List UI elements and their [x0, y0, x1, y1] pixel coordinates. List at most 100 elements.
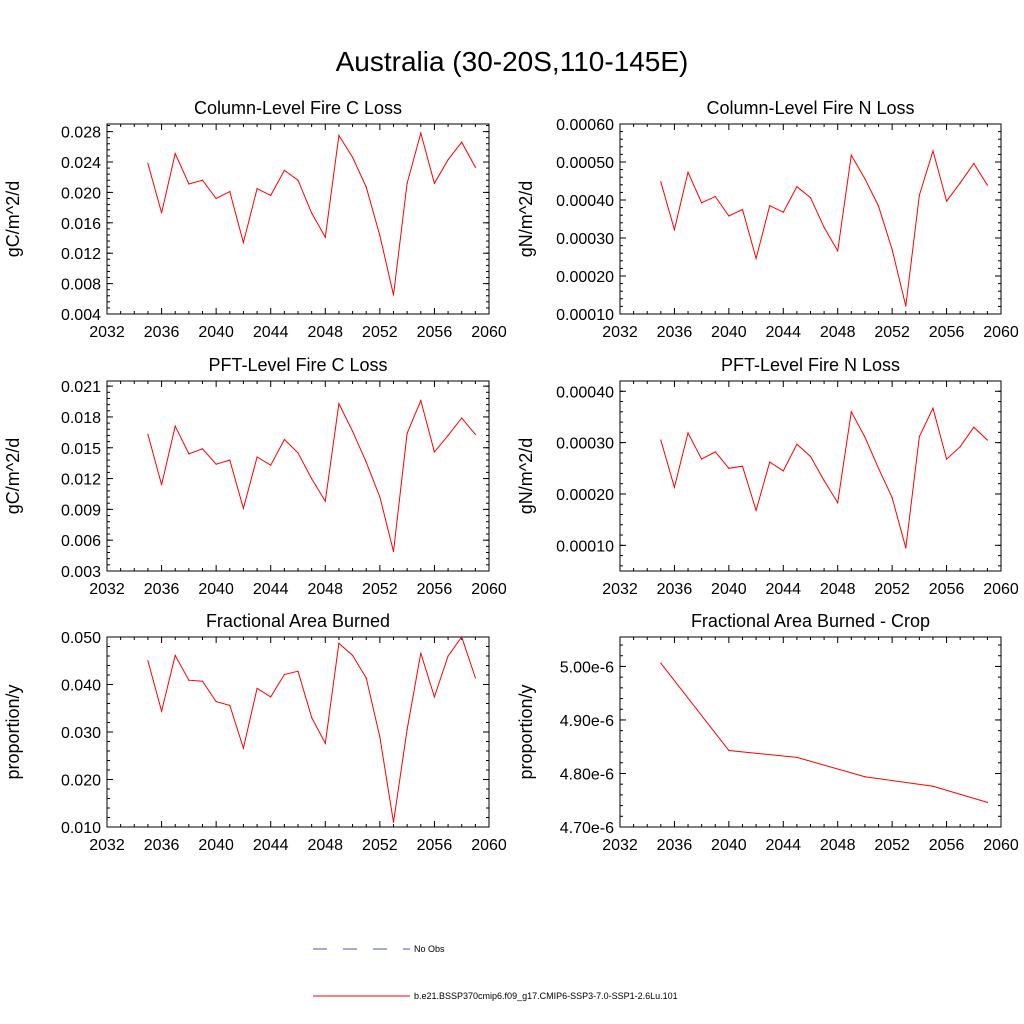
data-point	[864, 436, 866, 438]
data-point	[365, 461, 367, 463]
x-tick-label: 2036	[657, 837, 693, 854]
data-point	[714, 451, 716, 453]
x-tick-label: 2056	[929, 324, 965, 341]
data-point	[174, 654, 176, 657]
x-tick-label: 2040	[711, 837, 747, 854]
data-point	[447, 434, 449, 437]
data-point	[229, 459, 231, 461]
data-point	[160, 212, 163, 214]
y-tick-label: 5.00e-6	[560, 659, 614, 676]
data-point	[782, 211, 784, 213]
data-point	[338, 134, 340, 136]
data-point	[932, 407, 934, 409]
panel-title: PFT-Level Fire C Loss	[208, 355, 387, 375]
data-point	[201, 448, 204, 450]
x-tick-label: 2060	[983, 581, 1019, 598]
data-point	[188, 183, 190, 185]
x-tick-label: 2036	[144, 324, 180, 341]
series-line	[147, 131, 476, 296]
data-point	[311, 212, 313, 214]
legend-obs-label: No Obs	[414, 944, 445, 954]
data-point	[986, 184, 988, 186]
data-point	[973, 162, 975, 165]
data-point	[229, 704, 231, 707]
data-point	[850, 154, 852, 156]
data-point	[945, 200, 948, 202]
data-point	[474, 166, 476, 168]
y-axis-label: proportion/y	[3, 684, 23, 779]
x-tick-label: 2056	[417, 837, 453, 854]
panel-title: PFT-Level Fire N Loss	[721, 355, 900, 375]
data-point	[796, 756, 798, 759]
data-point	[297, 452, 299, 454]
data-point	[283, 169, 285, 171]
x-tick-label: 2036	[657, 324, 693, 341]
data-point	[891, 248, 893, 250]
data-point	[728, 215, 730, 217]
y-tick-label: 0.003	[61, 564, 101, 581]
data-point	[932, 785, 934, 787]
x-tick-label: 2040	[198, 581, 234, 598]
data-point	[433, 696, 436, 698]
plot-frame	[106, 123, 490, 315]
data-point	[201, 680, 204, 682]
x-tick-label: 2040	[711, 324, 747, 341]
y-tick-label: 0.008	[61, 277, 101, 294]
data-point	[242, 241, 245, 244]
data-point	[283, 673, 285, 676]
legend-model-label: b.e21.BSSP370cmip6.f09_g17.CMIP6-SSP3-7.…	[414, 991, 678, 1001]
data-point	[188, 679, 190, 681]
y-tick-label: 0.00030	[556, 436, 614, 453]
data-point	[918, 194, 920, 196]
data-point	[215, 197, 217, 200]
data-point	[701, 458, 703, 460]
data-point	[837, 250, 839, 252]
data-point	[147, 162, 149, 165]
x-tick-label: 2052	[362, 324, 398, 341]
x-tick-label: 2056	[929, 837, 965, 854]
y-axis-label: gC/m^2/d	[3, 438, 23, 514]
x-tick-label: 2044	[253, 581, 289, 598]
data-point	[877, 205, 880, 207]
x-tick-label: 2032	[89, 837, 125, 854]
data-point	[687, 432, 689, 434]
y-axis-label: gN/m^2/d	[516, 438, 536, 514]
data-point	[174, 425, 176, 427]
data-point	[945, 458, 948, 460]
data-point	[796, 186, 798, 188]
data-point	[823, 480, 825, 482]
x-tick-label: 2048	[307, 837, 343, 854]
series-line	[660, 662, 988, 803]
data-point	[728, 749, 730, 752]
y-tick-label: 0.020	[61, 185, 101, 202]
data-point	[338, 402, 340, 405]
panel-title: Fractional Area Burned	[206, 611, 390, 631]
data-point	[891, 496, 893, 499]
y-tick-label: 0.028	[61, 125, 101, 142]
panel-3: PFT-Level Fire C Loss 2032 2036 2040 2044 204…	[3, 355, 507, 598]
data-point	[461, 636, 463, 638]
data-point	[215, 463, 217, 465]
y-tick-label: 0.00030	[556, 231, 614, 248]
data-point	[741, 465, 744, 467]
data-point	[297, 670, 299, 672]
y-tick-label: 0.030	[61, 725, 101, 742]
data-point	[728, 467, 730, 469]
data-point	[338, 642, 340, 644]
data-point	[986, 439, 988, 441]
legend: No Obs b.e21.BSSP370cmip6.f09_g17.CMIP6-…	[313, 944, 678, 1001]
data-point	[324, 236, 326, 238]
panel-6: Fractional Area Burned - Crop 2032 2036 204…	[516, 611, 1019, 854]
panel-title: Fractional Area Burned - Crop	[691, 611, 930, 631]
x-tick-label: 2040	[711, 581, 747, 598]
data-point	[660, 439, 662, 441]
data-point	[823, 226, 825, 228]
data-point	[311, 716, 313, 718]
data-point	[918, 435, 920, 438]
data-point	[447, 159, 449, 161]
panel-4: PFT-Level Fire N Loss 2032 2036 2040 2044 204…	[516, 355, 1019, 598]
data-point	[188, 453, 190, 455]
data-point	[673, 486, 676, 488]
data-point	[809, 197, 812, 199]
